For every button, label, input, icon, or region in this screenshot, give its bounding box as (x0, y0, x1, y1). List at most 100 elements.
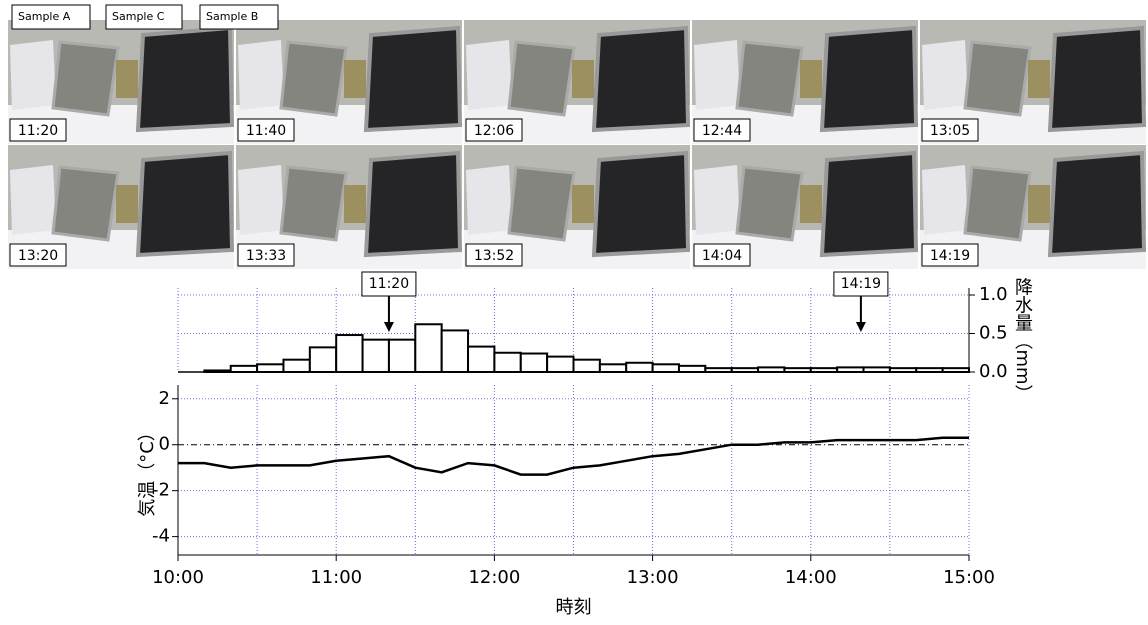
sample-a (10, 165, 56, 235)
holder (344, 185, 366, 223)
time-box (465, 118, 523, 142)
time-box (693, 243, 751, 267)
annotation-label: 14:19 (841, 276, 881, 292)
photo: 11:20 (8, 20, 235, 144)
photo-time: 13:52 (474, 248, 514, 264)
photo: 13:33 (236, 145, 463, 269)
annotation-label: 11:20 (369, 276, 409, 292)
y-tick-label: 1.0 (979, 284, 1008, 305)
bar (335, 334, 364, 374)
sample-a (466, 165, 512, 235)
time-box (921, 118, 979, 142)
photo-time: 13:05 (930, 123, 970, 139)
sample-a (466, 40, 512, 110)
photo: 12:44 (692, 20, 919, 144)
y-axis-label: 気温（°C） (137, 423, 158, 517)
y-tick-label: 0.5 (979, 323, 1008, 344)
photo: 13:05 (920, 20, 1147, 144)
y-tick-label: 2 (159, 388, 170, 409)
sample-b (591, 25, 691, 133)
sample-c (963, 40, 1032, 117)
bar (414, 323, 443, 374)
x-axis-label: 時刻 (556, 597, 592, 618)
photo-time: 12:44 (702, 123, 742, 139)
holder (800, 185, 822, 223)
bar (440, 329, 470, 374)
sample-a (694, 165, 740, 235)
bar (493, 351, 522, 373)
photo-time: 14:04 (702, 248, 742, 264)
bar (519, 352, 549, 373)
photo: 13:52 (464, 145, 691, 269)
bar (256, 363, 285, 373)
time-box (693, 118, 751, 142)
bar (282, 358, 311, 373)
photo-time: 12:06 (474, 123, 514, 139)
photo: 13:20 (8, 145, 235, 269)
time-box (9, 243, 67, 267)
bar (572, 358, 601, 373)
y-tick-label: 0 (159, 434, 170, 455)
sample-a (238, 40, 284, 110)
sample-c (279, 165, 348, 242)
bar (361, 338, 390, 374)
bar (387, 338, 417, 374)
photo-time: 13:20 (18, 248, 58, 264)
time-box (237, 118, 295, 142)
time-box (9, 118, 67, 142)
sample-a (922, 40, 968, 110)
sample-c (51, 165, 120, 242)
photo-time: 11:40 (246, 123, 286, 139)
time-box (237, 243, 295, 267)
holder (572, 185, 594, 223)
holder (116, 60, 138, 98)
x-tick-label: 14:00 (785, 567, 837, 588)
sample-b (363, 150, 463, 258)
sample-c (507, 165, 576, 242)
bar (625, 361, 654, 374)
sample-box (11, 4, 91, 30)
sample-a (922, 165, 968, 235)
x-tick-label: 11:00 (310, 567, 362, 588)
sample-c (963, 165, 1032, 242)
photo: 14:04 (692, 145, 919, 269)
photo: 12:06 (464, 20, 691, 144)
annotation-box (833, 271, 889, 297)
x-tick-label: 13:00 (627, 567, 679, 588)
bar (598, 363, 628, 373)
sample-b (1047, 150, 1147, 258)
holder (116, 185, 138, 223)
sample-label: Sample A (18, 10, 71, 23)
sample-b (363, 25, 463, 133)
sample-a (694, 40, 740, 110)
holder (344, 60, 366, 98)
sample-label: Sample B (206, 10, 258, 23)
holder (1028, 185, 1050, 223)
photo: 11:40 (236, 20, 463, 144)
photo-time: 13:33 (246, 248, 286, 264)
photo: 14:19 (920, 145, 1147, 269)
sample-b (819, 25, 919, 133)
sample-c (507, 40, 576, 117)
x-tick-label: 15:00 (943, 567, 995, 588)
sample-b (135, 25, 235, 133)
arrow-head (383, 322, 394, 332)
y-tick-label: 0.0 (979, 361, 1008, 382)
bar (229, 364, 259, 373)
y-tick-label: -2 (152, 480, 170, 501)
sample-c (735, 40, 804, 117)
time-box (465, 243, 523, 267)
y-axis-label: 降水量（mm） (1012, 277, 1033, 402)
time-box (921, 243, 979, 267)
sample-b (135, 150, 235, 258)
temperature-line (178, 436, 969, 476)
arrow-head (855, 322, 866, 332)
sample-a (10, 40, 56, 110)
sample-c (279, 40, 348, 117)
bar (308, 346, 338, 373)
bar (651, 363, 680, 373)
x-tick-label: 10:00 (152, 567, 204, 588)
sample-c (735, 165, 804, 242)
sample-box (199, 4, 279, 30)
